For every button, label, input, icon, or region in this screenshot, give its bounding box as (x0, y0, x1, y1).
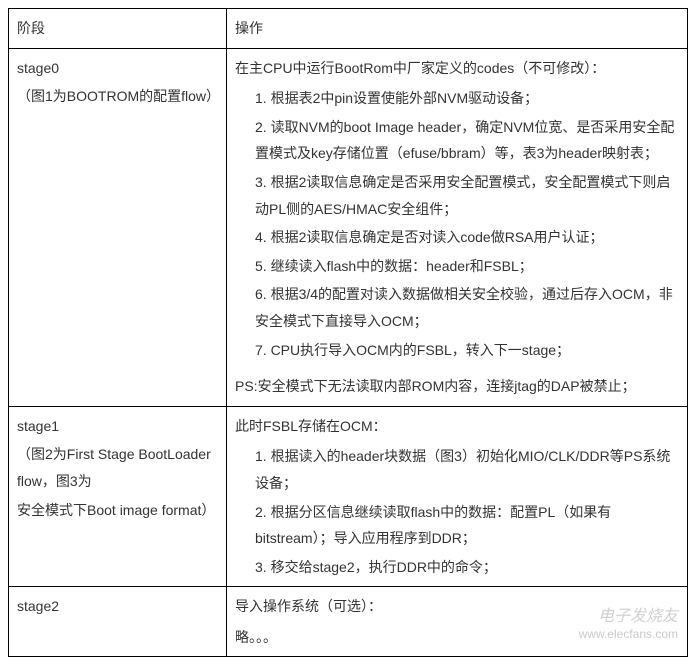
stage-table: 阶段 操作 stage0 （图1为BOOTROM的配置flow） 在主CPU中运… (8, 8, 688, 657)
stage0-right: 在主CPU中运行BootRom中厂家定义的codes（不可修改）： 1. 根据表… (227, 48, 688, 406)
stage1-row: stage1 （图2为First Stage BootLoader flow，图… (9, 406, 688, 587)
stage0-sub: （图1为BOOTROM的配置flow） (17, 83, 218, 110)
stage0-row: stage0 （图1为BOOTROM的配置flow） 在主CPU中运行BootR… (9, 48, 688, 406)
stage2-body: 略。。。 (235, 629, 277, 645)
stage1-left: stage1 （图2为First Stage BootLoader flow，图… (9, 406, 227, 587)
stage0-item-7: 7. CPU执行导入OCM内的FSBL，转入下一stage； (235, 337, 679, 364)
stage2-title: stage2 (17, 593, 218, 620)
stage0-ps: PS:安全模式下无法读取内部ROM内容，连接jtag的DAP被禁止； (235, 373, 679, 400)
stage1-item-2: 2. 根据分区信息继续读取flash中的数据：配置PL（如果有bitstream… (235, 499, 679, 552)
header-col2: 操作 (227, 9, 688, 49)
stage2-left: stage2 (9, 587, 227, 657)
stage1-intro: 此时FSBL存储在OCM： (235, 413, 679, 440)
stage1-item-3: 3. 移交给stage2，执行DDR中的命令； (235, 554, 679, 581)
header-row: 阶段 操作 (9, 9, 688, 49)
stage0-title: stage0 (17, 55, 218, 82)
stage0-item-4: 4. 根据2读取信息确定是否对读入code做RSA用户认证； (235, 224, 679, 251)
stage1-sub2: 安全模式下Boot image format） (17, 497, 218, 524)
stage0-item-5: 5. 继续读入flash中的数据：header和FSBL； (235, 253, 679, 280)
watermark: 电子发烧友 www.elecfans.com (579, 607, 678, 643)
stage0-intro: 在主CPU中运行BootRom中厂家定义的codes（不可修改）： (235, 55, 679, 82)
header-col1: 阶段 (9, 9, 227, 49)
stage0-item-1: 1. 根据表2中pin设置使能外部NVM驱动设备； (235, 85, 679, 112)
stage1-title: stage1 (17, 413, 218, 440)
watermark-logo: 电子发烧友 (579, 607, 678, 628)
stage1-item-1: 1. 根据读入的header块数据（图3）初始化MIO/CLK/DDR等PS系统… (235, 443, 679, 496)
stage0-item-6: 6. 根据3/4的配置对读入数据做相关安全校验，通过后存入OCM，非安全模式下直… (235, 281, 679, 334)
stage0-item-2: 2. 读取NVM的boot Image header，确定NVM位宽、是否采用安… (235, 114, 679, 167)
stage1-right: 此时FSBL存储在OCM： 1. 根据读入的header块数据（图3）初始化MI… (227, 406, 688, 587)
stage0-item-3: 3. 根据2读取信息确定是否采用安全配置模式，安全配置模式下则启动PL侧的AES… (235, 169, 679, 222)
stage0-left: stage0 （图1为BOOTROM的配置flow） (9, 48, 227, 406)
watermark-url: www.elecfans.com (579, 627, 678, 643)
stage1-sub1: （图2为First Stage BootLoader flow，图3为 (17, 441, 218, 494)
